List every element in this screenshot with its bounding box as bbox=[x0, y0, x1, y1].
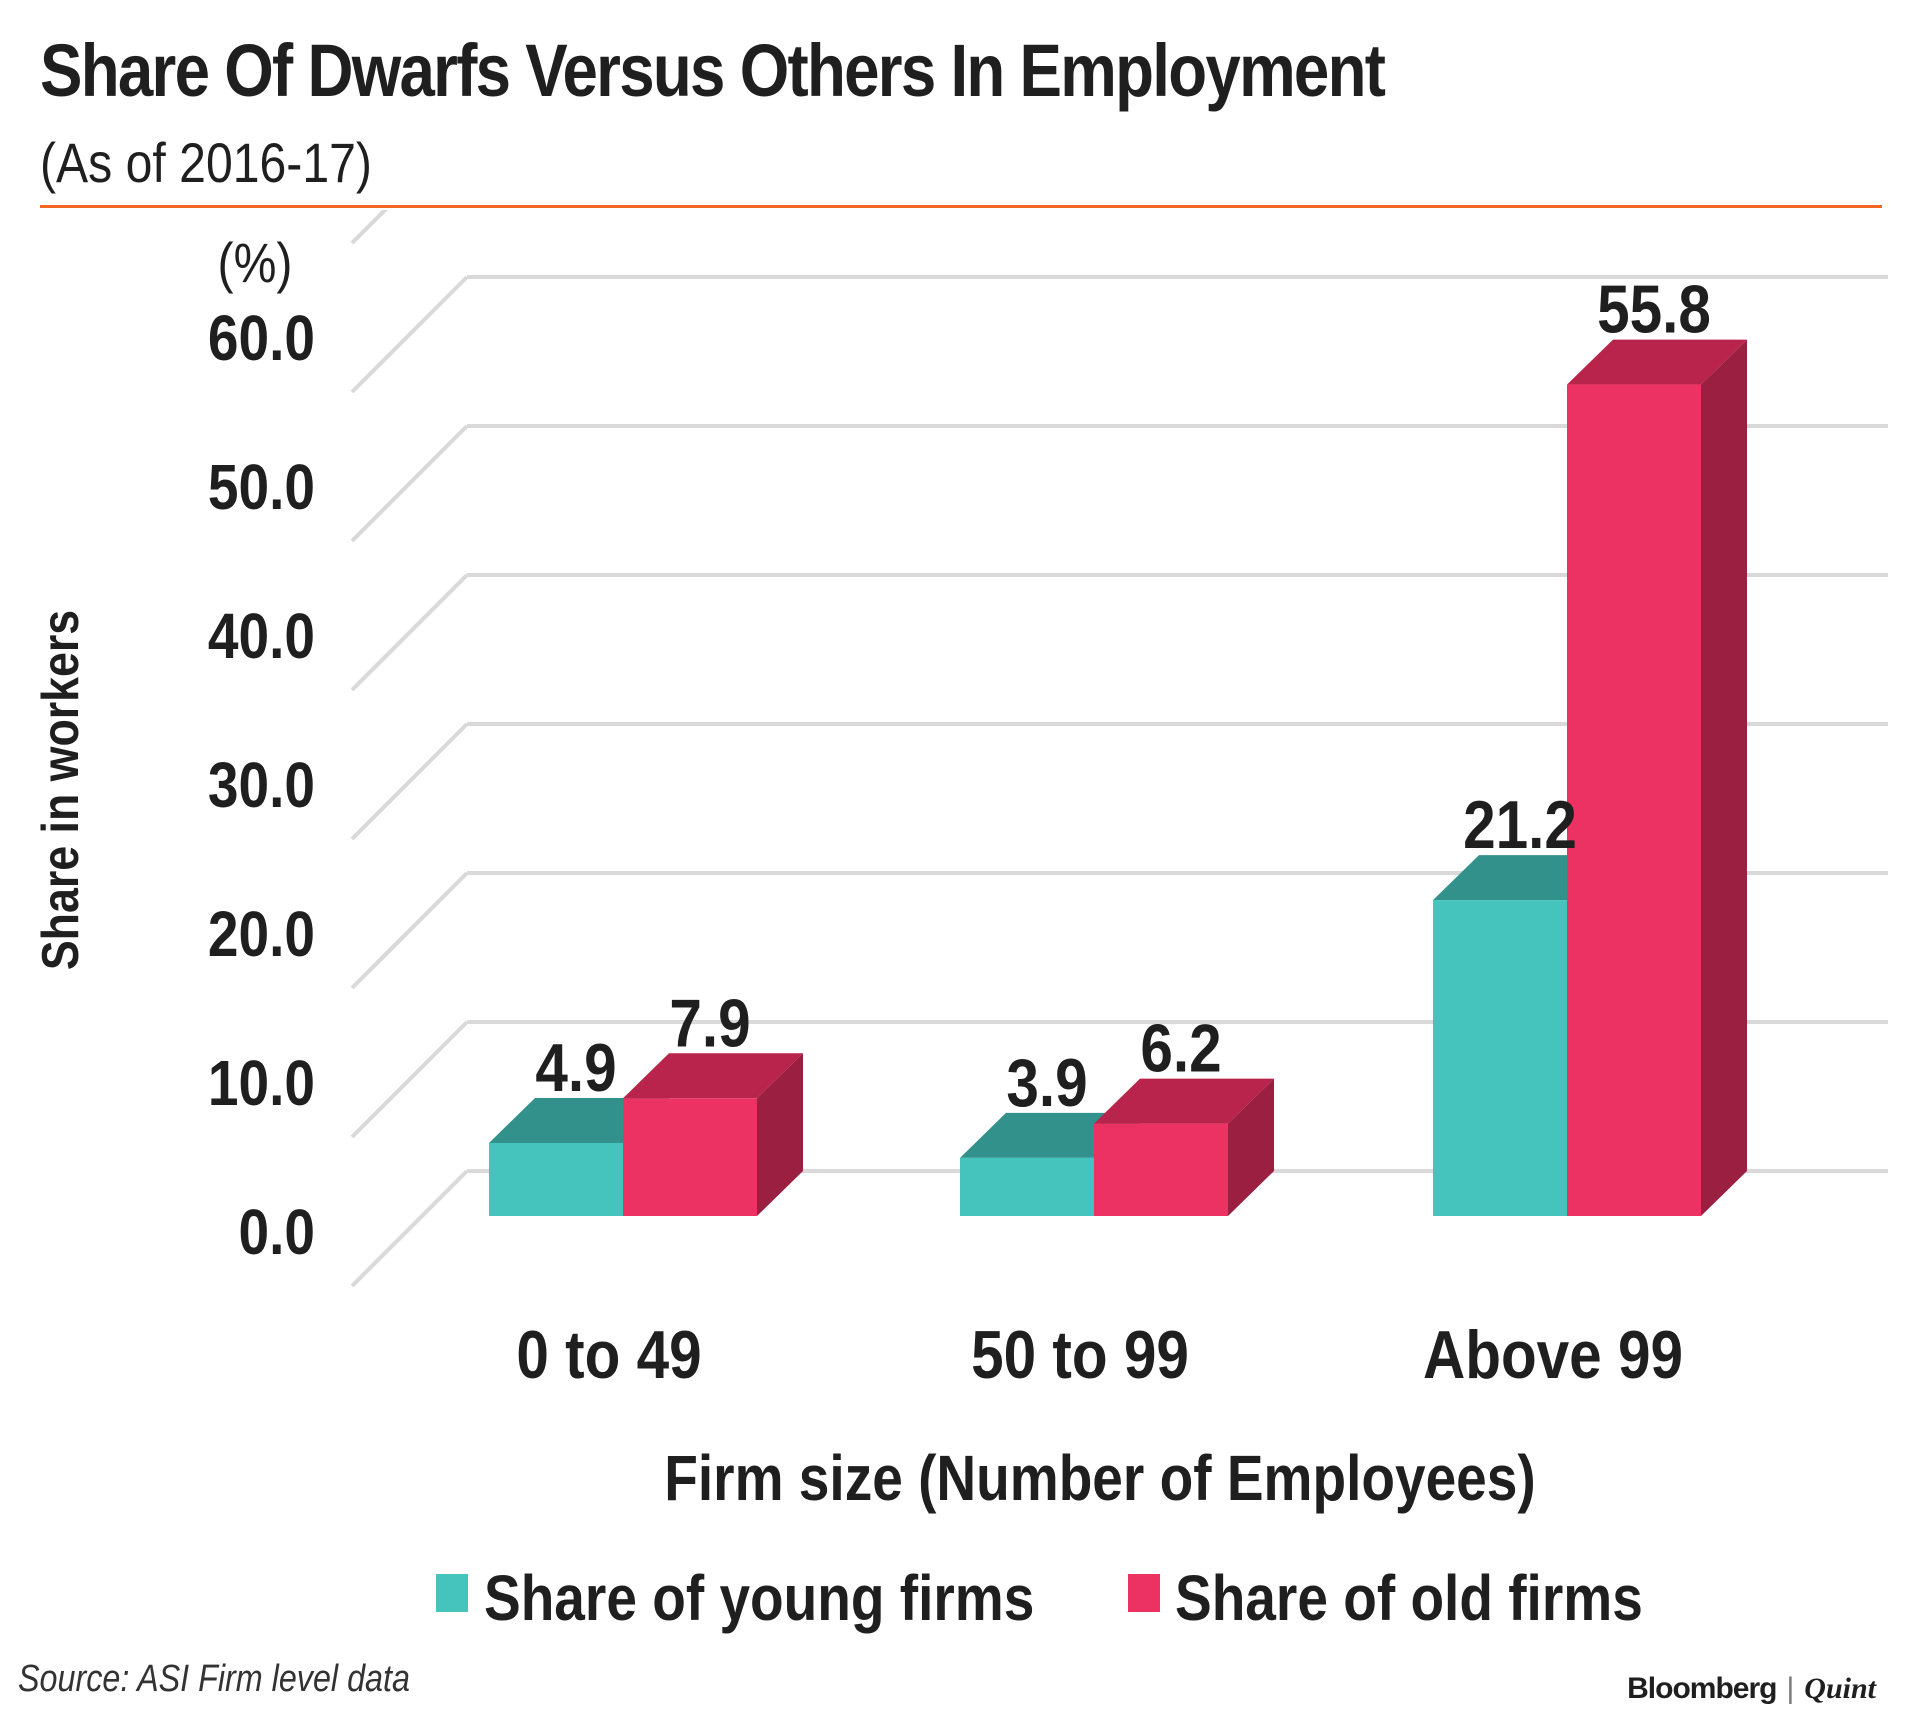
bar-front-young bbox=[489, 1142, 623, 1216]
bar-chart: 0.0 10.0 20.0 30.0 40.0 50.0 60.0 4.9 7.9 3.9 6.2… bbox=[32, 210, 1888, 1634]
y-tick-label: 60.0 bbox=[208, 302, 315, 374]
x-tick-label: 0 to 49 bbox=[516, 1318, 701, 1393]
gridline-diagonal bbox=[350, 275, 469, 394]
gridline-diagonal bbox=[350, 424, 469, 543]
brand-logo: Bloomberg | Quint bbox=[1627, 1672, 1876, 1706]
y-unit-label: (%) bbox=[218, 233, 293, 295]
bar-top-old bbox=[1094, 1078, 1274, 1124]
bar-top-old bbox=[623, 1053, 803, 1099]
data-label-old: 6.2 bbox=[1140, 1012, 1221, 1087]
bar-front-young bbox=[960, 1157, 1094, 1216]
bar-side-old bbox=[1701, 339, 1747, 1217]
data-label-old: 55.8 bbox=[1597, 273, 1711, 348]
x-axis-title: Firm size (Number of Employees) bbox=[664, 1442, 1535, 1514]
legend: Share of young firms Share of old firms bbox=[436, 1562, 1643, 1634]
bar-front-old bbox=[1094, 1123, 1228, 1216]
y-tick-label: 30.0 bbox=[208, 749, 315, 821]
chart-subtitle: (As of 2016-17) bbox=[40, 131, 372, 194]
legend-label-young: Share of young firms bbox=[484, 1562, 1034, 1634]
legend-swatch-old bbox=[1128, 1574, 1160, 1612]
data-label-young: 21.2 bbox=[1463, 788, 1577, 863]
bar-side-old bbox=[1228, 1078, 1274, 1216]
brand-separator: | bbox=[1786, 1672, 1795, 1705]
bar-front-young bbox=[1433, 900, 1567, 1216]
source-note: Source: ASI Firm level data bbox=[18, 1658, 410, 1700]
brand-secondary: Quint bbox=[1804, 1672, 1876, 1705]
bar-front-old bbox=[623, 1098, 757, 1216]
gridline-diagonal bbox=[350, 871, 469, 990]
y-tick-label: 40.0 bbox=[208, 600, 315, 672]
bars bbox=[489, 339, 1747, 1217]
y-axis-ticks: 0.0 10.0 20.0 30.0 40.0 50.0 60.0 bbox=[208, 302, 315, 1268]
gridline-diagonal bbox=[350, 1020, 469, 1139]
bar-old-2 bbox=[1567, 339, 1747, 1217]
x-axis-ticks: 0 to 49 50 to 99 Above 99 bbox=[516, 1318, 1683, 1393]
bar-front-old bbox=[1567, 384, 1701, 1217]
y-axis-title: Share in workers bbox=[32, 610, 90, 970]
y-tick-label: 20.0 bbox=[208, 898, 315, 970]
x-tick-label: Above 99 bbox=[1423, 1318, 1683, 1393]
chart-title: Share Of Dwarfs Versus Others In Employm… bbox=[40, 29, 1386, 112]
bar-side-old bbox=[757, 1053, 803, 1216]
bar-old-1 bbox=[1094, 1078, 1274, 1216]
data-label-young: 4.9 bbox=[535, 1031, 616, 1106]
gridline-diagonal bbox=[350, 1169, 469, 1288]
gridline-diagonal bbox=[350, 210, 388, 245]
legend-swatch-young bbox=[436, 1574, 468, 1612]
brand-primary: Bloomberg bbox=[1627, 1672, 1777, 1705]
legend-label-old: Share of old firms bbox=[1175, 1562, 1643, 1634]
y-tick-label: 50.0 bbox=[208, 451, 315, 523]
title-divider bbox=[40, 205, 1882, 208]
data-label-young: 3.9 bbox=[1006, 1046, 1087, 1121]
bar-old-0 bbox=[623, 1053, 803, 1216]
y-tick-label: 10.0 bbox=[208, 1047, 315, 1119]
gridline-diagonal bbox=[350, 573, 469, 692]
y-tick-label: 0.0 bbox=[239, 1196, 315, 1268]
x-tick-label: 50 to 99 bbox=[971, 1318, 1189, 1393]
data-label-old: 7.9 bbox=[669, 986, 750, 1061]
bar-top-old bbox=[1567, 339, 1747, 385]
data-labels: 4.9 7.9 3.9 6.2 21.2 55.8 bbox=[535, 273, 1711, 1121]
gridline-diagonal bbox=[350, 722, 469, 841]
